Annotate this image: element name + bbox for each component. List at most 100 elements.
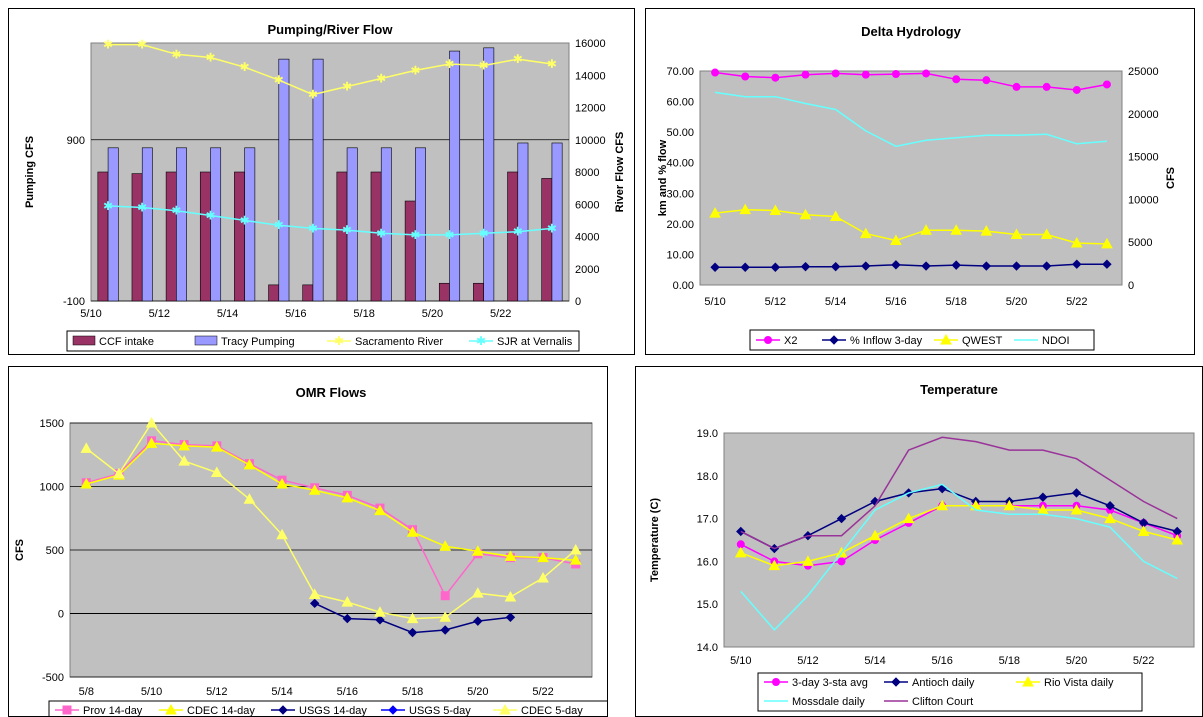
- bar: [302, 284, 314, 302]
- series-marker: [1072, 259, 1082, 269]
- temperature-panel: Temperature 14.0 15.0 16.0 17.0 18.0 19.0 5/10 5…: [635, 366, 1203, 717]
- x-tick-label: 5/12: [765, 296, 786, 308]
- x-tick-label: 5/12: [149, 308, 170, 320]
- bar: [234, 171, 245, 302]
- series-marker: [113, 467, 125, 479]
- temperature-chart: Temperature 14.0 15.0 16.0 17.0 18.0 19.0 5/10 5…: [649, 382, 1195, 712]
- y2-tick-label: 10000: [575, 135, 606, 147]
- omr-flows-panel: OMR Flows -500 0 500 1000 1500 5/8 5/10 5/12 5/14…: [8, 366, 608, 717]
- series-marker: [1137, 525, 1150, 536]
- series-marker: [243, 493, 256, 504]
- legend-marker: [165, 703, 177, 715]
- x-tick-label: 5/10: [730, 655, 751, 667]
- bar: [268, 284, 280, 302]
- legend-label: Rio Vista daily: [1044, 677, 1114, 689]
- series-line: [86, 442, 576, 561]
- series-marker: [1011, 261, 1022, 271]
- bar: [404, 200, 416, 302]
- series-marker: [1105, 501, 1115, 511]
- series-marker: [80, 477, 93, 489]
- y2-tick-label: 25000: [1128, 66, 1159, 78]
- x-tick-label: 5/14: [271, 686, 292, 698]
- series-marker: [1104, 512, 1116, 524]
- bar: [165, 171, 177, 302]
- chart-title: OMR Flows: [296, 385, 367, 400]
- legend-label: Clifton Court: [912, 696, 973, 708]
- legend-label: NDOI: [1042, 335, 1070, 347]
- y-tick-label: 18.0: [697, 471, 718, 483]
- legend-marker: ✱: [334, 334, 344, 348]
- legend-marker: [764, 336, 772, 344]
- series-marker: ✱: [171, 204, 181, 218]
- series-marker: [802, 555, 814, 566]
- y2-tick-label: 8000: [575, 167, 599, 179]
- series-marker: [920, 224, 932, 235]
- legend-label: USGS 5-day: [409, 705, 471, 716]
- series-marker: [1040, 228, 1053, 239]
- series-marker: ✱: [308, 88, 318, 102]
- pumping-river-flow-panel: Pumping/River Flow -100 900 0 2000 4000 6000 80…: [8, 8, 635, 355]
- series-marker: [537, 571, 549, 583]
- series-marker: [710, 262, 720, 272]
- chart-title: Delta Hydrology: [861, 24, 961, 39]
- series-marker: [799, 208, 812, 220]
- series-marker: [440, 591, 450, 601]
- series-marker: [210, 466, 223, 478]
- series-marker: [1071, 488, 1082, 498]
- x-tick-label: 5/10: [80, 308, 101, 320]
- y2-tick-label: 5000: [1128, 237, 1152, 249]
- legend-marker: [278, 705, 288, 715]
- series-marker: [891, 70, 900, 79]
- y-axis-label: Temperature (C): [649, 498, 661, 582]
- series-line: [715, 208, 1107, 245]
- series-line: [108, 205, 552, 236]
- y-tick-label: -500: [42, 672, 64, 684]
- series-marker: ✱: [547, 57, 557, 71]
- series-marker: [243, 458, 256, 470]
- legend-marker: [499, 703, 511, 715]
- series-marker: [406, 612, 419, 624]
- bar: [483, 47, 495, 302]
- bar: [541, 178, 553, 302]
- x-tick-label: 5/14: [217, 308, 238, 320]
- series-marker: [1070, 237, 1083, 248]
- legend-marker: [891, 677, 901, 687]
- y2-axis-label: CFS: [1165, 167, 1177, 189]
- series-line: [715, 71, 1108, 91]
- series-marker: [952, 75, 961, 84]
- series-marker: [1171, 533, 1184, 545]
- legend-box: [749, 329, 1095, 351]
- series-marker: [406, 526, 419, 537]
- bar: [473, 282, 484, 302]
- bar: [449, 50, 461, 302]
- y-tick-label: 0: [58, 609, 64, 621]
- series-marker: [936, 499, 949, 511]
- series-marker: [308, 588, 321, 599]
- x-tick-label: 5/14: [825, 296, 846, 308]
- y-tick-label: 0.00: [673, 280, 694, 292]
- series-marker: [210, 441, 223, 452]
- y-axis-label: Pumping CFS: [24, 136, 36, 208]
- legend-label: Mossdale daily: [792, 696, 865, 708]
- delta-hydrology-panel: Delta Hydrology 0.00 10.00 20.00 30.00 40.00 5…: [645, 8, 1195, 355]
- series-marker: [837, 557, 846, 566]
- series-marker: ✱: [513, 52, 523, 66]
- series-marker: [831, 69, 840, 78]
- series-marker: [711, 68, 720, 77]
- bar: [346, 147, 358, 302]
- series-marker: [951, 260, 961, 270]
- series-marker: [709, 207, 721, 218]
- series-marker: [1102, 80, 1111, 89]
- series-marker: [768, 559, 781, 571]
- legend-marker: [388, 705, 398, 715]
- series-marker: [407, 627, 418, 638]
- x-tick-label: 5/12: [797, 655, 818, 667]
- series-marker: [950, 224, 963, 235]
- y-tick-label: 70.00: [666, 66, 694, 78]
- series-marker: [569, 543, 582, 555]
- series-marker: ✱: [240, 60, 250, 74]
- x-tick-label: 5/18: [353, 308, 374, 320]
- series-marker: ✱: [444, 228, 454, 242]
- series-line: [715, 263, 1107, 269]
- y-tick-label: 10.00: [666, 249, 694, 261]
